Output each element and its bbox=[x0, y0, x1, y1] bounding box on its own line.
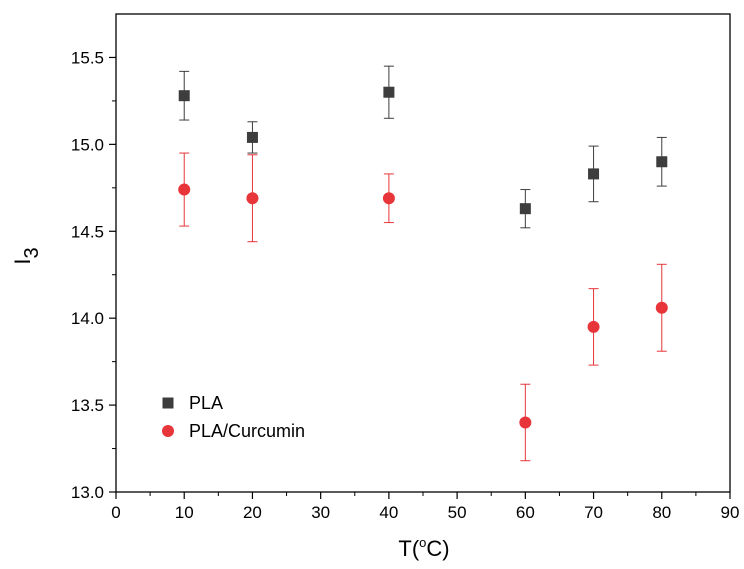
data-point bbox=[246, 192, 259, 205]
legend-marker bbox=[162, 425, 174, 437]
x-tick-label: 90 bbox=[721, 503, 740, 522]
data-point bbox=[246, 131, 258, 143]
data-point bbox=[519, 416, 532, 429]
y-tick-label: 15.0 bbox=[71, 135, 104, 154]
data-point bbox=[178, 90, 190, 102]
x-tick-label: 30 bbox=[311, 503, 330, 522]
x-tick-label: 10 bbox=[175, 503, 194, 522]
data-point bbox=[178, 183, 191, 196]
data-point bbox=[656, 156, 668, 168]
x-axis-title-text: T( bbox=[398, 536, 419, 561]
data-point bbox=[655, 301, 668, 314]
x-tick-label: 70 bbox=[584, 503, 603, 522]
y-tick-label: 13.5 bbox=[71, 396, 104, 415]
x-tick-label: 20 bbox=[243, 503, 262, 522]
x-axis-title-sup: o bbox=[419, 535, 426, 550]
data-point bbox=[383, 86, 395, 98]
y-axis: 13.0 13.5 14.0 14.5 15.0 15.5 bbox=[71, 48, 116, 502]
series-pla bbox=[178, 65, 668, 229]
data-point bbox=[519, 203, 531, 215]
x-axis-title-unit: C) bbox=[426, 536, 449, 561]
y-axis-title-sub: 3 bbox=[21, 247, 43, 258]
x-tick-label: 50 bbox=[448, 503, 467, 522]
x-tick-label: 60 bbox=[516, 503, 535, 522]
x-axis-title: T(oC) bbox=[398, 535, 449, 561]
legend: PLA PLA/Curcumin bbox=[162, 393, 305, 441]
data-point bbox=[382, 192, 395, 205]
series-pla-curcumin bbox=[178, 152, 668, 462]
series-layer bbox=[178, 65, 668, 462]
x-tick-label: 40 bbox=[379, 503, 398, 522]
y-axis-title-text: I bbox=[10, 259, 35, 265]
data-point bbox=[587, 320, 600, 333]
legend-label: PLA bbox=[189, 393, 223, 413]
legend-label: PLA/Curcumin bbox=[189, 421, 305, 441]
x-axis: 0 10 20 30 40 50 60 70 80 90 bbox=[111, 492, 739, 522]
y-tick-label: 15.5 bbox=[71, 48, 104, 67]
legend-marker bbox=[162, 397, 174, 409]
y-axis-title: I3 bbox=[10, 247, 43, 264]
x-tick-label: 80 bbox=[652, 503, 671, 522]
y-tick-label: 13.0 bbox=[71, 483, 104, 502]
x-tick-label: 0 bbox=[111, 503, 120, 522]
y-tick-label: 14.5 bbox=[71, 222, 104, 241]
y-tick-label: 14.0 bbox=[71, 309, 104, 328]
data-point bbox=[588, 168, 600, 180]
